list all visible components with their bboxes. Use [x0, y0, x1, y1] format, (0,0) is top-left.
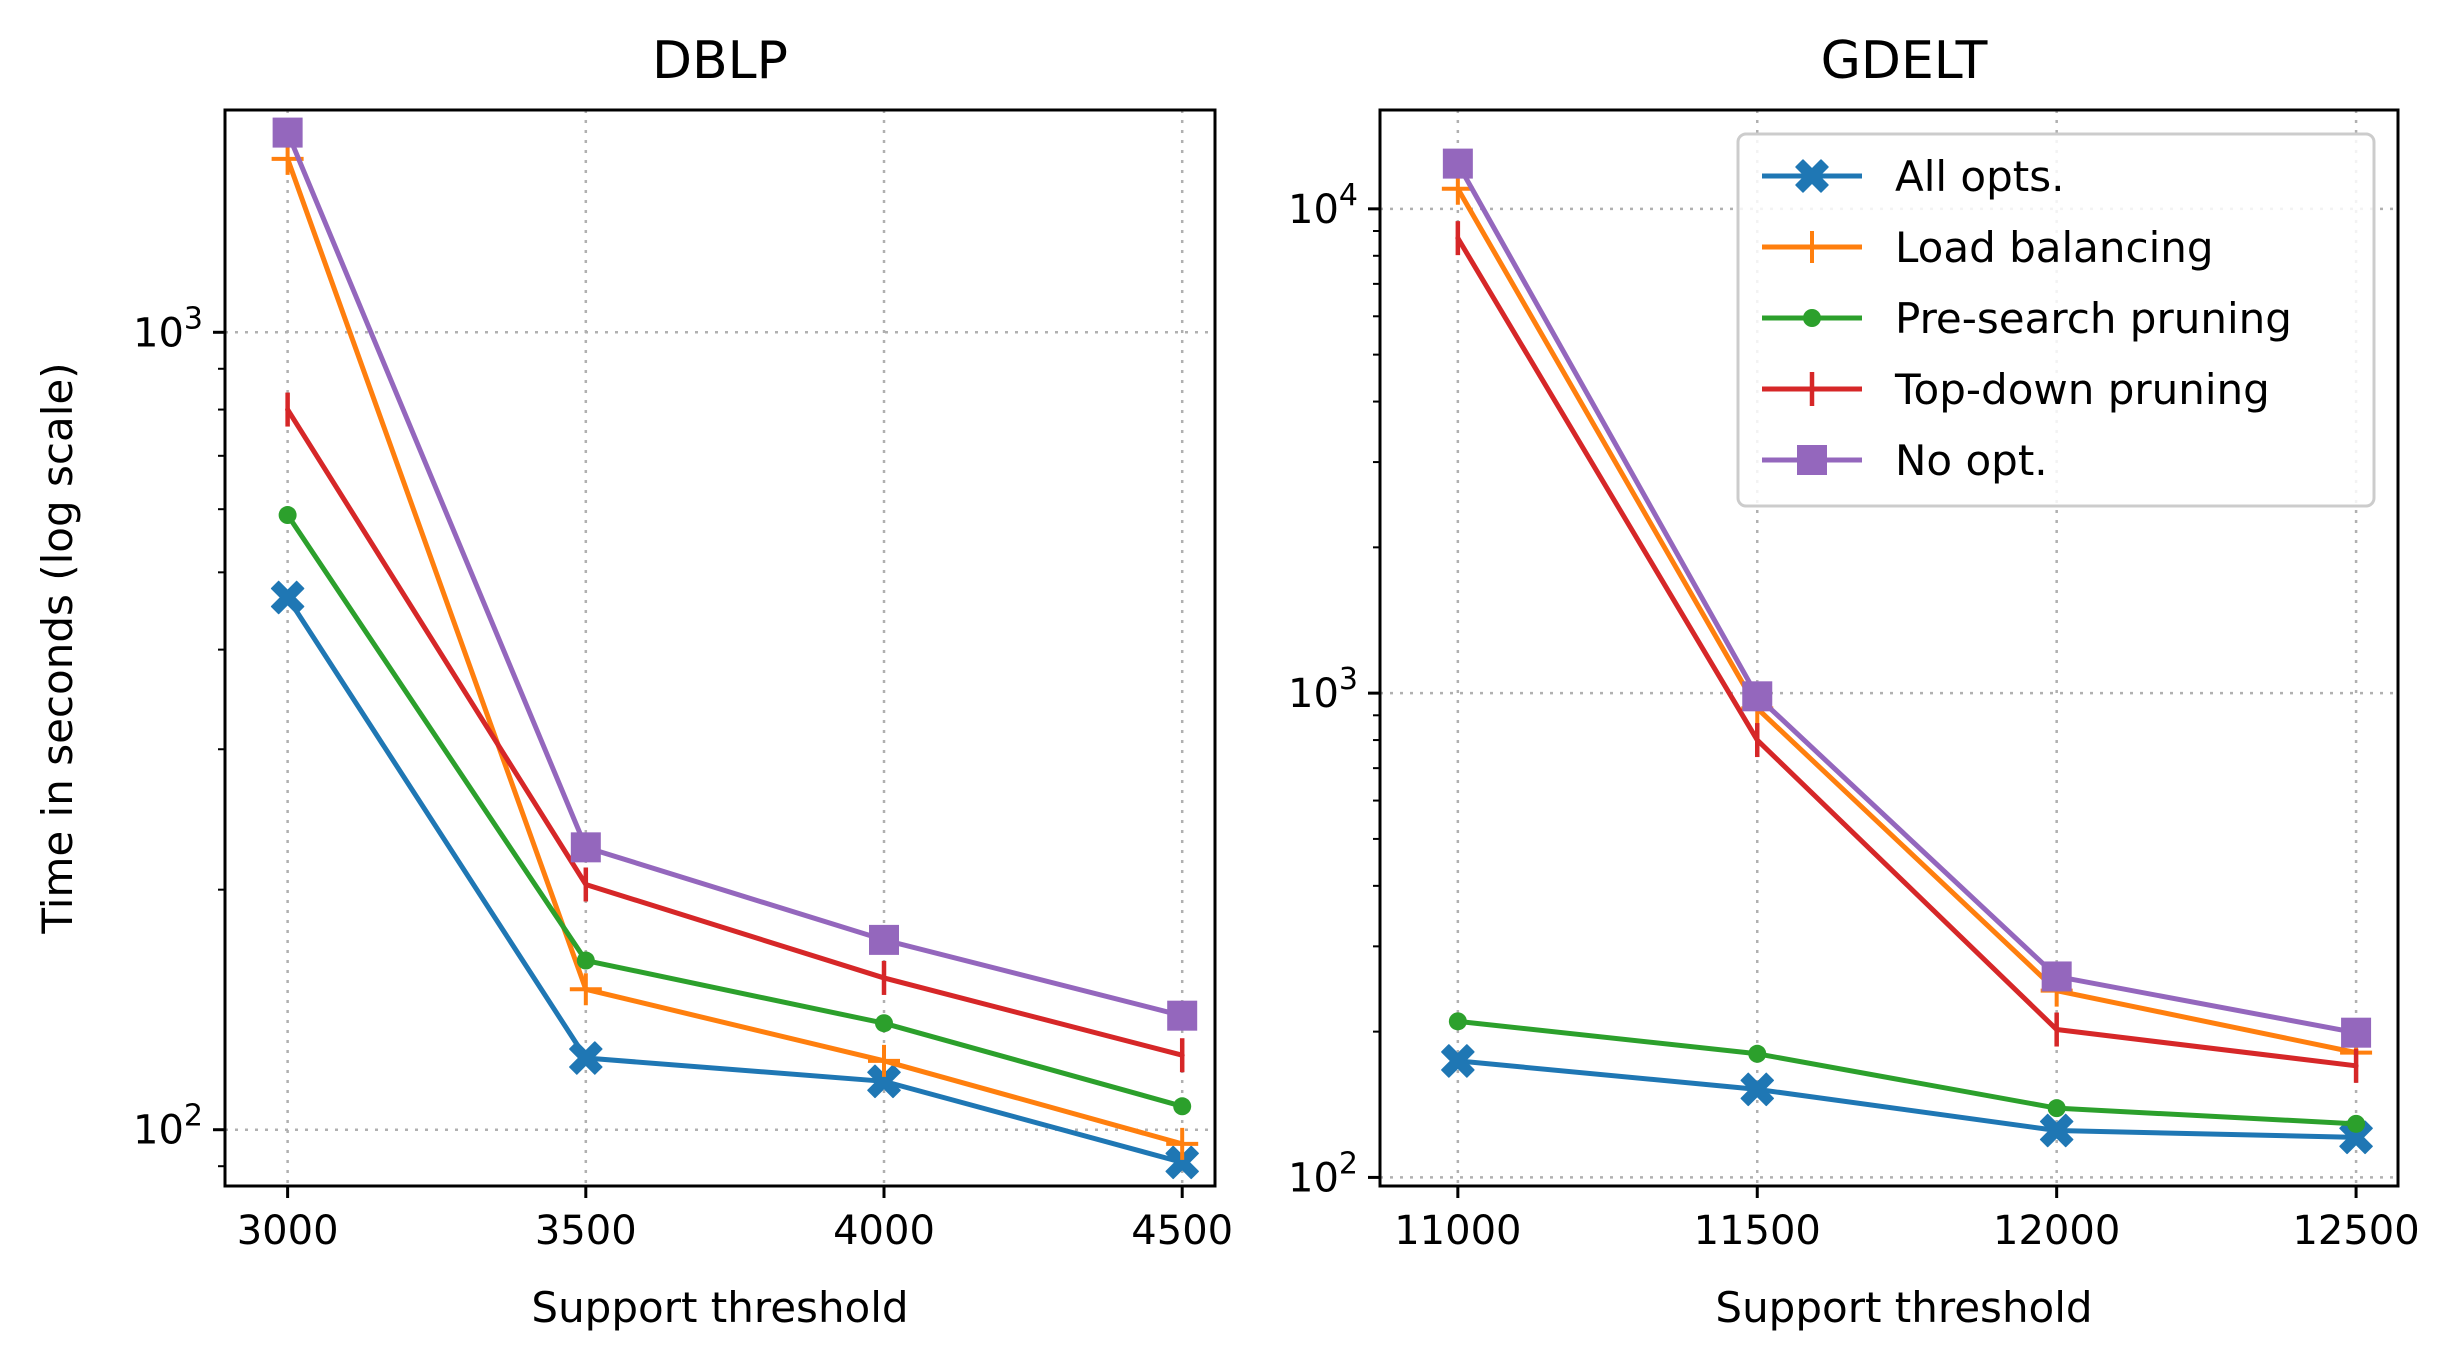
data-point [570, 832, 601, 863]
x-tick-label: 12500 [2292, 1208, 2419, 1254]
gdelt-x-ticks: 11000 11500 12000 12500 [1394, 1186, 2420, 1254]
data-point [1165, 1145, 1199, 1180]
series-all-opts [1441, 1044, 2373, 1155]
series-line [285, 594, 1185, 1165]
series-line [1455, 161, 2359, 1036]
y-tick-label: 103 [1288, 662, 1358, 717]
legend-marker [1803, 309, 1821, 327]
series-no-opt [272, 117, 1198, 1031]
legend-label: No opt. [1895, 436, 2048, 485]
x-tick-label: 3500 [535, 1208, 637, 1254]
data-point [569, 1041, 603, 1075]
gdelt-series [1441, 148, 2373, 1155]
legend-box [1736, 132, 2376, 508]
series-top-down-pruning [285, 392, 1185, 1073]
y-tick-label: 102 [1288, 1146, 1358, 1201]
data-point [1167, 1000, 1198, 1031]
legend-marker [1797, 445, 1827, 475]
data-point [1742, 681, 1773, 712]
series-pre-search-pruning [278, 506, 1192, 1116]
series-pre-search-pruning [1448, 1012, 2366, 1133]
dblp-title: DBLP [652, 31, 788, 91]
y-tick-label: 104 [1288, 178, 1358, 233]
gdelt-title: GDELT [1821, 31, 1988, 91]
data-point [576, 951, 595, 970]
x-tick-label: 11500 [1694, 1208, 1821, 1254]
data-point [1740, 1072, 1775, 1107]
series-no-opt [1442, 148, 2372, 1048]
series-load-balancing [271, 142, 1199, 1160]
data-point [2041, 961, 2072, 992]
series-all-opts [270, 580, 1199, 1180]
series-line [1455, 1058, 2359, 1140]
data-point [278, 506, 297, 525]
legend-label: Load balancing [1895, 223, 2214, 272]
dblp-x-axis-label: Support threshold [531, 1283, 908, 1332]
dblp-panel: DBLP 3000 3500 4000 4500 102 103 Support thr… [33, 31, 1233, 1332]
gdelt-panel: GDELT 11000 11500 12000 12500 102 103 104 Sup… [1288, 31, 2420, 1332]
legend-label: Top-down pruning [1894, 365, 2270, 414]
legend-item-top-down-pruning: Top-down pruning [1762, 365, 2270, 414]
dblp-x-ticks: 3000 3500 4000 4500 [237, 1186, 1233, 1254]
gdelt-axes-frame [1378, 108, 2400, 1188]
x-tick-label: 11000 [1394, 1208, 1521, 1254]
series-line [1455, 186, 2359, 1056]
x-tick-label: 4000 [833, 1208, 935, 1254]
data-point [868, 1044, 901, 1077]
legend-item-all-opts: All opts. [1762, 152, 2064, 201]
data-point [270, 580, 305, 615]
data-point [1448, 1012, 1467, 1031]
data-point [875, 1014, 894, 1033]
data-point [569, 973, 602, 1006]
legend-items: All opts. Load balancing Pre-search prunin… [1762, 152, 2292, 485]
data-point [1441, 1044, 1475, 1078]
y-tick-label: 103 [133, 301, 203, 356]
data-point [2347, 1114, 2366, 1133]
legend-item-pre-search-pruning: Pre-search pruning [1762, 294, 2292, 343]
data-point [272, 117, 303, 148]
legend-marker [1795, 159, 1829, 193]
gdelt-y-ticks: 102 103 104 [1288, 178, 1380, 1201]
gdelt-x-axis-label: Support threshold [1715, 1283, 2092, 1332]
data-point [2341, 1017, 2372, 1048]
data-point [1166, 1127, 1199, 1160]
dblp-series [270, 117, 1199, 1180]
dblp-y-ticks: 102 103 [133, 301, 225, 1168]
series-line [285, 512, 1185, 1109]
series-line [285, 407, 1185, 1058]
series-line [1455, 235, 2359, 1069]
x-tick-label: 3000 [237, 1208, 339, 1254]
data-point [1748, 1044, 1767, 1063]
data-point [867, 1064, 901, 1099]
dblp-axes-frame [223, 108, 1217, 1188]
x-tick-label: 4500 [1131, 1208, 1233, 1254]
legend-label: Pre-search pruning [1895, 294, 2292, 343]
data-point [1173, 1097, 1192, 1116]
data-point [1442, 148, 1473, 179]
legend-label: All opts. [1895, 152, 2064, 201]
data-point [2047, 1099, 2066, 1118]
series-line [1455, 1018, 2359, 1127]
series-line [285, 130, 1185, 1019]
legend-item-load-balancing: Load balancing [1762, 223, 2214, 272]
series-line [285, 156, 1185, 1147]
x-tick-label: 12000 [1993, 1208, 2120, 1254]
series-top-down-pruning [1455, 221, 2359, 1083]
y-axis-label: Time in seconds (log scale) [33, 362, 82, 934]
legend-item-no-opt: No opt. [1762, 436, 2048, 485]
y-tick-label: 102 [133, 1099, 203, 1154]
data-point [869, 924, 900, 955]
legend-marker [1796, 231, 1828, 263]
data-point [2039, 1113, 2074, 1148]
legend: All opts. Load balancing Pre-search prunin… [1736, 132, 2376, 508]
data-point [2339, 1120, 2373, 1155]
